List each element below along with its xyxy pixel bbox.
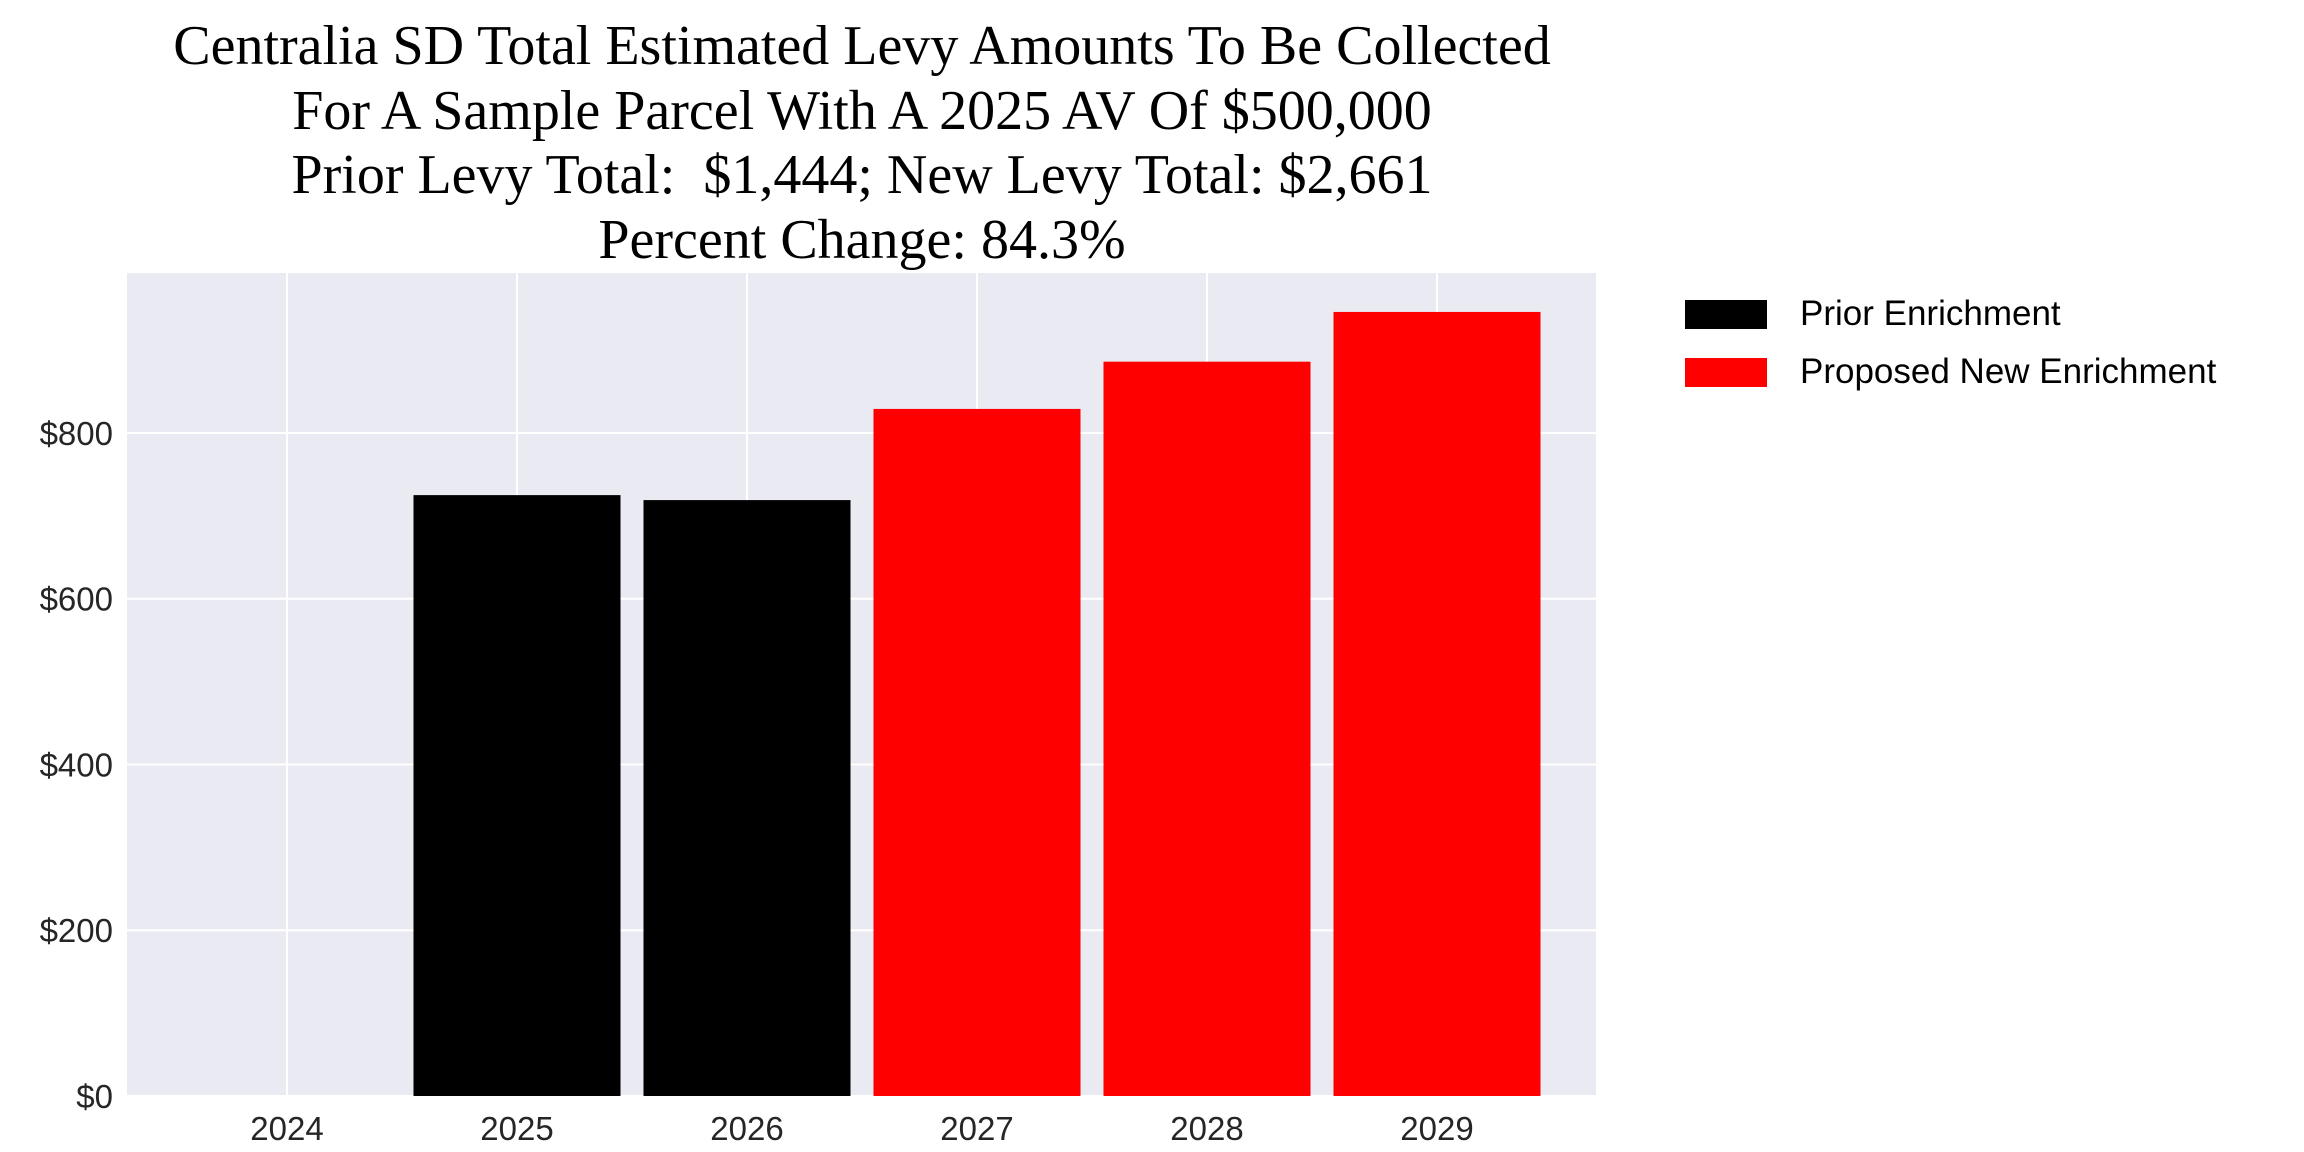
y-tick-label: $0	[76, 1078, 113, 1115]
bar-2025	[413, 495, 621, 1096]
bar-2027	[873, 408, 1081, 1096]
y-tick-label: $400	[40, 746, 113, 783]
x-tick-label: 2025	[480, 1110, 553, 1147]
chart-title: Centralia SD Total Estimated Levy Amount…	[0, 14, 1724, 272]
y-tick-label: $200	[40, 912, 113, 949]
legend-label-prior: Prior Enrichment	[1800, 294, 2061, 333]
bar-2029	[1333, 311, 1541, 1096]
title-line-4: Percent Change: 84.3%	[598, 208, 1126, 271]
bar-2026	[643, 500, 851, 1096]
legend-swatch-prior	[1685, 299, 1767, 329]
legend-label-proposed: Proposed New Enrichment	[1800, 352, 2217, 391]
legend-swatch-proposed	[1685, 357, 1767, 387]
legend-item-prior: Prior Enrichment	[1685, 285, 2216, 343]
y-tick-label: $800	[40, 415, 113, 452]
title-line-1: Centralia SD Total Estimated Levy Amount…	[173, 15, 1551, 77]
x-tick-label: 2024	[250, 1110, 323, 1147]
legend: Prior Enrichment Proposed New Enrichment	[1685, 285, 2216, 401]
title-line-3: Prior Levy Total: $1,444; New Levy Total…	[291, 144, 1433, 206]
x-tick-label: 2029	[1400, 1110, 1473, 1147]
legend-item-proposed: Proposed New Enrichment	[1685, 343, 2216, 401]
x-tick-label: 2028	[1170, 1110, 1243, 1147]
title-line-2: For A Sample Parcel With A 2025 AV Of $5…	[292, 79, 1432, 142]
x-tick-label: 2027	[940, 1110, 1013, 1147]
x-tick-label: 2026	[710, 1110, 783, 1147]
bar-2028	[1103, 361, 1311, 1096]
y-tick-label: $600	[40, 581, 113, 618]
